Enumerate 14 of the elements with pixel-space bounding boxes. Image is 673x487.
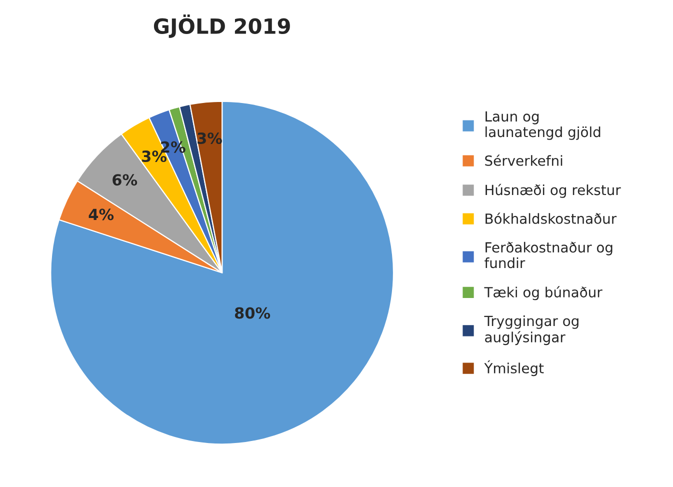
legend-label: Húsnæði og rekstur bbox=[486, 184, 621, 198]
data-label: 3% bbox=[142, 150, 167, 162]
legend-label: Ferðakostnaður og fundir bbox=[484, 242, 612, 268]
legend-label: Ýmislegt bbox=[484, 360, 544, 376]
chart-title: GJÖLD 2019 bbox=[154, 14, 290, 38]
legend-label: Bókhaldskostnaður bbox=[486, 212, 617, 224]
pie-slice bbox=[50, 100, 394, 445]
legend-label: Sérverkefni bbox=[485, 154, 562, 166]
legend-label: Laun og launatengd gjöld bbox=[486, 111, 600, 140]
legend-label: Tryggingar og auglýsingar bbox=[484, 315, 578, 346]
data-label: 4% bbox=[88, 208, 114, 220]
data-label: 80% bbox=[234, 307, 270, 319]
legend-label: Tæki og búnaður bbox=[484, 286, 602, 300]
data-label: 6% bbox=[112, 174, 138, 186]
